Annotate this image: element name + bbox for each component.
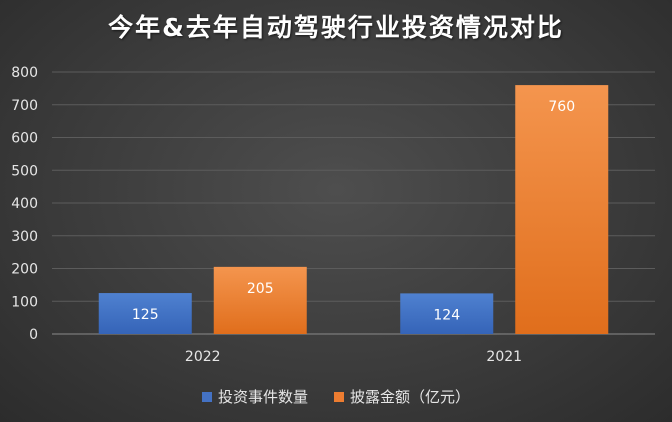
y-tick-label: 0 xyxy=(29,327,38,343)
x-tick-label: 2021 xyxy=(486,349,522,365)
legend-item-disclosed-amount: 披露金额（亿元） xyxy=(334,386,470,407)
y-tick-label: 200 xyxy=(11,262,38,278)
legend-item-investment-count: 投资事件数量 xyxy=(201,386,308,407)
bar-investment-count xyxy=(98,293,192,334)
chart-title: 今年&去年自动驾驶行业投资情况对比 xyxy=(108,13,564,42)
legend-swatch-orange xyxy=(334,391,344,402)
data-label: 760 xyxy=(548,99,575,115)
y-tick-label: 600 xyxy=(11,131,38,147)
data-label: 125 xyxy=(132,307,159,323)
legend: 投资事件数量 披露金额（亿元） xyxy=(0,386,672,407)
legend-swatch-blue xyxy=(201,391,212,402)
bar-disclosed-amount xyxy=(515,85,609,334)
legend-label: 投资事件数量 xyxy=(217,388,308,406)
y-tick-label: 700 xyxy=(11,98,38,114)
y-tick-label: 100 xyxy=(11,294,38,310)
bar-investment-count xyxy=(400,293,494,334)
bar-disclosed-amount xyxy=(213,266,307,334)
y-tick-label: 800 xyxy=(11,65,38,81)
legend-label: 披露金额（亿元） xyxy=(350,388,471,406)
data-label: 124 xyxy=(433,307,460,323)
data-label: 205 xyxy=(247,281,274,297)
y-tick-label: 400 xyxy=(11,196,38,212)
y-tick-label: 500 xyxy=(11,163,38,179)
x-tick-label: 2022 xyxy=(185,349,221,365)
y-tick-label: 300 xyxy=(11,229,38,245)
